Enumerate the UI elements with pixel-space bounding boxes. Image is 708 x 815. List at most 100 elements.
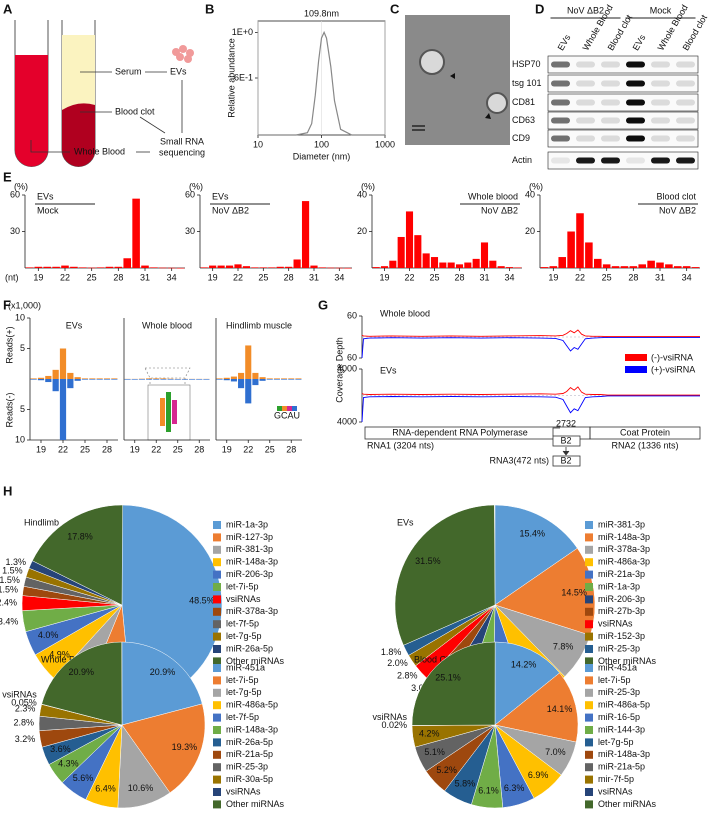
sample-label: Whole blood xyxy=(468,191,518,201)
x-tick-label: 25 xyxy=(602,272,612,282)
pie-value-label: 14.5% xyxy=(561,588,587,598)
bar xyxy=(674,266,682,268)
blot-strip xyxy=(547,129,699,148)
legend-swatch xyxy=(585,545,593,554)
y-axis-label: Reads(+) xyxy=(4,326,14,363)
panel-letter: A xyxy=(3,1,13,16)
label-sequencing: sequencing xyxy=(159,147,205,157)
bar xyxy=(123,258,131,268)
bar xyxy=(266,378,273,379)
bar xyxy=(259,377,266,379)
bar xyxy=(464,262,472,268)
bar xyxy=(74,377,81,379)
bar xyxy=(238,379,245,389)
bar xyxy=(414,235,422,268)
legend-label: let-7g-5p xyxy=(598,737,634,747)
pie-value-label: 2.0% xyxy=(387,658,408,668)
ev-cluster xyxy=(172,45,194,63)
pie-value-label: 31.5% xyxy=(415,556,441,566)
bar xyxy=(52,379,59,392)
pie-value-label: 7.8% xyxy=(553,641,574,651)
bar xyxy=(153,378,160,379)
legend-swatch xyxy=(625,366,647,373)
genome-label: Coat Protein xyxy=(620,427,670,437)
legend-label: miR-148a-3p xyxy=(598,532,650,542)
bar xyxy=(189,379,196,380)
bar xyxy=(245,379,252,404)
panel-letter: C xyxy=(390,1,400,16)
data-line xyxy=(361,336,700,359)
legend-swatch xyxy=(213,713,221,722)
bar xyxy=(61,265,69,268)
bar xyxy=(25,267,34,268)
bar xyxy=(238,372,245,379)
blot-strip xyxy=(547,55,699,74)
bar xyxy=(146,378,153,379)
pie-value-label: 5.1% xyxy=(424,747,445,757)
blot-band xyxy=(551,157,570,164)
pie-name-label: vsiRNAs xyxy=(372,712,407,722)
nucleotide-swatch xyxy=(282,406,287,411)
x-tick-label: 22 xyxy=(58,444,68,454)
pie-value-label: 4.2% xyxy=(419,729,440,739)
bar xyxy=(132,198,140,268)
pie-value-label: 0.02% xyxy=(381,720,407,730)
lane-label: EVs xyxy=(631,32,648,52)
legend-label: miR-127-3p xyxy=(226,532,273,542)
pie-value-label: 3.4% xyxy=(0,616,18,626)
y-axis-unit: (%) xyxy=(14,181,28,191)
x-tick-label: 19 xyxy=(130,444,140,454)
pie-value-label: 1.5% xyxy=(0,585,18,595)
legend-swatch xyxy=(213,657,221,666)
legend-label: miR-148a-3p xyxy=(226,557,278,567)
y-tick-label: 1E+0 xyxy=(232,27,253,37)
bar xyxy=(327,267,335,269)
bar xyxy=(159,267,167,269)
pie-value-label: 7.0% xyxy=(545,747,566,757)
y-tick-label: 60 xyxy=(347,310,357,320)
sample-label: Mock xyxy=(37,205,59,215)
pie-title: Whole Blood xyxy=(41,654,92,664)
pie-slice xyxy=(494,672,579,743)
panel-letter: H xyxy=(3,483,12,498)
sample-label: NoV ΔB2 xyxy=(212,205,249,215)
legend-label: vsiRNAs xyxy=(598,786,633,796)
legend-swatch xyxy=(213,664,221,672)
panel-letter: G xyxy=(318,297,328,312)
y-tick-label: 40 xyxy=(357,189,367,199)
legend-label: mir-7f-5p xyxy=(598,774,634,784)
pie-slice xyxy=(121,703,206,794)
bar xyxy=(160,378,167,379)
bar xyxy=(146,379,153,380)
y-tick-label: 30 xyxy=(10,226,20,236)
bar xyxy=(273,379,280,380)
legend-swatch xyxy=(585,713,593,722)
bar xyxy=(30,379,37,380)
x-tick-label: 28 xyxy=(194,444,204,454)
pie-value-label: 20.9% xyxy=(69,667,95,677)
pie-value-label: 15.4% xyxy=(519,529,545,539)
blot-band xyxy=(601,61,620,68)
x-tick-label: 25 xyxy=(80,444,90,454)
blot-group: NoV ΔB2 xyxy=(567,5,604,15)
legend-label: miR-378a-3p xyxy=(226,606,278,616)
bar xyxy=(105,266,114,268)
blot-strip xyxy=(547,93,699,112)
blot-strip xyxy=(547,151,699,170)
bar xyxy=(647,260,655,268)
bar xyxy=(174,379,181,380)
legend-label: vsiRNAs xyxy=(598,619,633,629)
data-line xyxy=(361,329,700,338)
bar xyxy=(225,265,234,268)
bar xyxy=(558,257,566,268)
blot-band xyxy=(551,61,570,68)
genome-label: RNA1 (3204 nts) xyxy=(367,440,434,450)
bar xyxy=(81,378,89,379)
pie-value-label: 5.8% xyxy=(455,779,476,789)
blot-band xyxy=(601,157,620,164)
bar xyxy=(245,345,252,379)
pie-value-label: 2.3% xyxy=(15,704,36,714)
legend-swatch xyxy=(213,775,221,784)
bar xyxy=(59,348,67,379)
